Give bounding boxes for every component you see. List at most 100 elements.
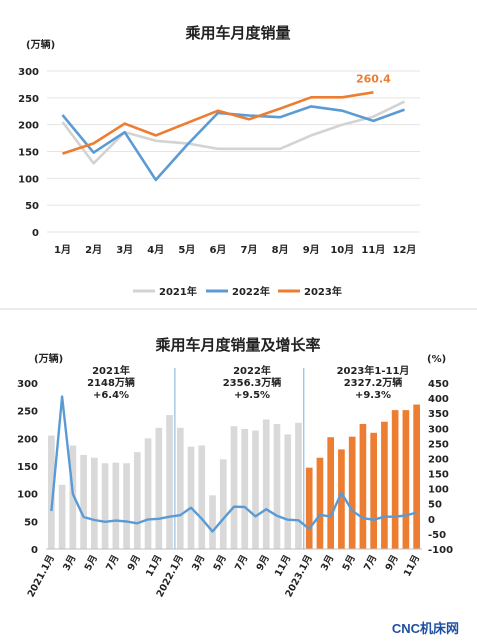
chart2-bar — [305, 467, 313, 549]
chart2-left-tick-label: 150 — [17, 462, 38, 473]
footer-brand: CNC机床网 — [391, 621, 459, 636]
chart2-xtick-label: 5月 — [83, 553, 100, 572]
chart2-left-tick-label: 50 — [24, 517, 38, 528]
chart2-annotation-line: 2021年 — [92, 364, 130, 377]
chart2-bar — [187, 446, 195, 549]
chart2-bar — [241, 428, 249, 549]
chart2-bar — [252, 430, 259, 549]
chart2-bar — [338, 449, 345, 549]
chart2-bar — [209, 495, 216, 549]
chart2-bar — [381, 421, 388, 549]
chart1-ytick-label: 200 — [18, 121, 39, 132]
chart2-bar — [69, 445, 77, 549]
chart1-xtick-label: 3月 — [116, 244, 133, 256]
chart2-right-tick-label: 300 — [428, 424, 449, 435]
chart1-ytick-label: 100 — [18, 174, 39, 185]
chart2-left-tick-label: 100 — [17, 490, 38, 501]
chart1-xtick-label: 12月 — [392, 244, 416, 256]
chart2-bar — [230, 426, 238, 549]
chart2-annotation-line: +6.4% — [93, 390, 129, 401]
chart1-xtick-label: 1月 — [54, 244, 71, 256]
chart1-xtick-label: 5月 — [178, 244, 195, 256]
chart2-xtick-label: 7月 — [233, 553, 250, 572]
chart1-xtick-label: 11月 — [361, 244, 385, 256]
chart2-xtick-label: 9月 — [255, 553, 272, 572]
chart2-growth-line — [50, 395, 417, 533]
chart2-bar — [48, 435, 55, 549]
chart2-xtick-label: 3月 — [61, 553, 78, 572]
chart2-annotation-line: 2022年 — [233, 364, 271, 377]
chart2-xtick-label: 3月 — [190, 553, 207, 572]
chart1-ytick-label: 300 — [18, 67, 39, 78]
chart1-xtick-label: 2月 — [85, 244, 102, 256]
chart2-bar — [284, 434, 292, 549]
chart2-annotation-line: +9.5% — [234, 390, 270, 401]
chart1-xtick-label: 7月 — [241, 244, 258, 256]
chart2-annotation-line: 2327.2万辆 — [344, 376, 403, 389]
chart2-xtick-label: 11月 — [273, 553, 293, 578]
chart2-left-tick-label: 250 — [17, 407, 38, 418]
chart1-xtick-label: 9月 — [303, 244, 320, 256]
chart1-legend-label: 2023年 — [304, 285, 342, 298]
chart2-bar — [176, 427, 184, 549]
chart2-bar — [402, 410, 410, 549]
chart2-xtick-label: 11月 — [402, 553, 422, 578]
chart2-left-unit: (万辆) — [34, 352, 63, 365]
chart2-bar — [58, 484, 66, 549]
chart2-annotation-line: 2148万辆 — [87, 376, 135, 389]
chart2-bar — [80, 454, 87, 549]
chart2-annotation-line: 2023年1-11月 — [337, 364, 410, 377]
chart2-bar — [133, 452, 141, 549]
chart2-bar — [295, 422, 302, 549]
chart1-ytick-label: 50 — [25, 201, 39, 212]
chart1-xtick-label: 10月 — [330, 244, 354, 256]
chart1-title: 乘用车月度销量 — [184, 24, 290, 42]
chart2-annotation-line: +9.3% — [355, 390, 391, 401]
chart2-xtick-label: 5月 — [212, 553, 229, 572]
chart1-legend-label: 2021年 — [159, 285, 197, 298]
chart2-bar — [91, 457, 98, 549]
chart2-left-tick-label: 200 — [17, 434, 38, 445]
chart2-bar — [359, 423, 367, 549]
chart2-right-tick-label: 0 — [428, 515, 435, 526]
chart1-data-label: 260.4 — [356, 72, 391, 85]
chart2-annotation-line: 2356.3万辆 — [223, 376, 282, 389]
chart2-xtick-label: 7月 — [362, 553, 379, 572]
chart2-xtick-label: 7月 — [104, 553, 121, 572]
chart1-xtick-label: 4月 — [147, 244, 164, 256]
chart2-xtick-label: 2021.1月 — [26, 553, 57, 599]
chart2-bar — [391, 410, 399, 549]
chart2-xtick-label: 9月 — [384, 553, 401, 572]
chart2-xtick-label: 3月 — [319, 553, 336, 572]
chart1-unit-label: (万辆) — [26, 38, 55, 51]
chart2-left-tick-label: 0 — [31, 545, 38, 556]
chart2-bar — [316, 457, 324, 549]
chart2-bar — [144, 438, 152, 549]
chart2-bar — [370, 432, 377, 549]
chart1-ytick-label: 250 — [18, 94, 39, 105]
chart1-ytick-label: 0 — [32, 228, 39, 239]
chart2-bar — [262, 419, 270, 549]
chart2-bar — [101, 463, 109, 549]
chart2-right-tick-label: 200 — [428, 454, 449, 465]
chart2-xtick-label: 11月 — [144, 553, 164, 578]
chart2-bar — [273, 423, 281, 549]
chart2-xtick-label: 9月 — [126, 553, 143, 572]
chart2-right-tick-label: 150 — [428, 470, 449, 481]
chart1-legend-label: 2022年 — [232, 285, 270, 298]
chart2-bar — [166, 415, 173, 549]
chart2-bar — [219, 459, 227, 549]
chart2-right-tick-label: 100 — [428, 485, 449, 496]
chart1-xtick-label: 8月 — [272, 244, 289, 256]
chart2-right-tick-label: 400 — [428, 394, 449, 405]
chart2-right-tick-label: 50 — [428, 500, 442, 511]
chart2-right-tick-label: -100 — [428, 545, 453, 556]
chart2-left-tick-label: 300 — [17, 379, 38, 390]
chart2-title: 乘用车月度销量及增长率 — [154, 336, 320, 354]
chart2-right-tick-label: -50 — [428, 530, 446, 541]
chart2-right-tick-label: 250 — [428, 439, 449, 450]
chart2-right-tick-label: 350 — [428, 409, 449, 420]
chart2-bar — [327, 437, 335, 549]
chart2-bar — [348, 436, 356, 549]
